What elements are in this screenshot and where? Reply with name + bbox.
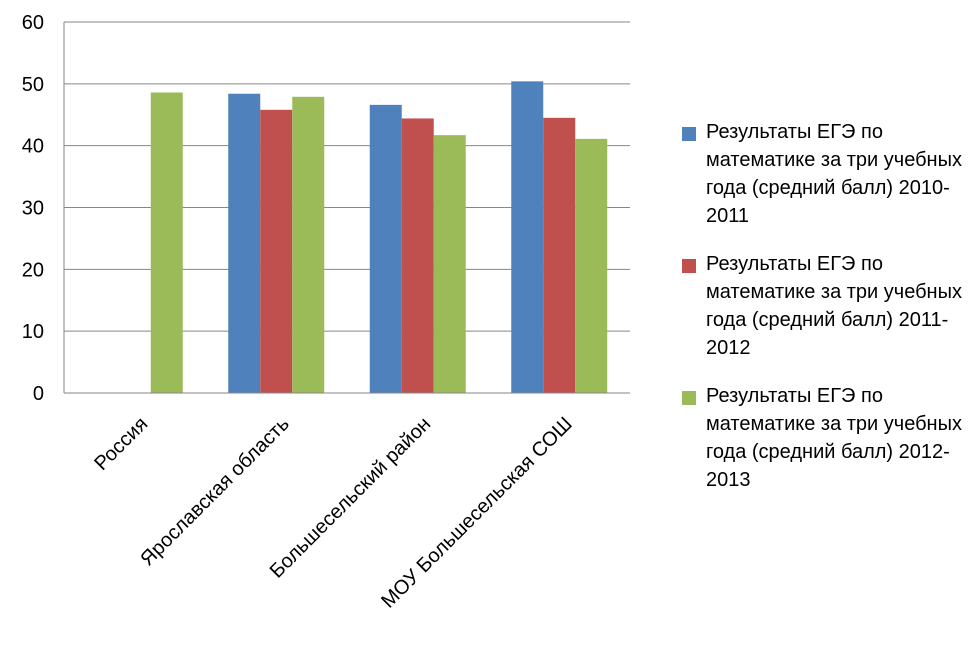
bar-series-3-cat-3 bbox=[433, 135, 466, 393]
axes bbox=[63, 22, 630, 394]
x-category-label-3: Большесельский район bbox=[266, 413, 436, 583]
bar-series-3-cat-2 bbox=[292, 96, 325, 394]
legend-item-series-3: Результаты ЕГЭ по математике за три учеб… bbox=[682, 382, 974, 494]
y-tick-label-50: 50 bbox=[22, 74, 44, 96]
x-category-label-2: Ярославская область bbox=[136, 413, 293, 570]
bar-series-2-cat-3 bbox=[401, 118, 434, 394]
legend-item-series-1: Результаты ЕГЭ по математике за три учеб… bbox=[682, 118, 974, 230]
bar-series-1-cat-3 bbox=[369, 104, 402, 394]
x-category-label-1: Россия bbox=[90, 413, 152, 475]
y-tick-label-60: 60 bbox=[22, 12, 44, 34]
legend-item-series-2: Результаты ЕГЭ по математике за три учеб… bbox=[682, 250, 974, 362]
bar-series-2-cat-2 bbox=[260, 109, 293, 393]
y-tick-label-20: 20 bbox=[22, 259, 44, 281]
y-axis-tick-labels: 0 10 20 30 40 50 60 bbox=[22, 12, 44, 405]
legend: Результаты ЕГЭ по математике за три учеб… bbox=[682, 118, 974, 514]
legend-swatch-series-2 bbox=[682, 259, 696, 273]
bar-series-2-cat-4 bbox=[543, 117, 576, 393]
legend-label-series-1: Результаты ЕГЭ по математике за три учеб… bbox=[706, 121, 962, 227]
legend-swatch-series-1 bbox=[682, 127, 696, 141]
legend-label-series-2: Результаты ЕГЭ по математике за три учеб… bbox=[706, 253, 962, 359]
y-tick-label-0: 0 bbox=[33, 383, 44, 405]
y-tick-label-10: 10 bbox=[22, 321, 44, 343]
legend-label-series-3: Результаты ЕГЭ по математике за три учеб… bbox=[706, 385, 962, 491]
bar-series-1-cat-2 bbox=[228, 93, 261, 393]
y-tick-label-30: 30 bbox=[22, 198, 44, 220]
bar-series-3-cat-4 bbox=[575, 138, 608, 393]
bar-series-3-cat-1 bbox=[150, 92, 183, 394]
y-tick-label-40: 40 bbox=[22, 136, 44, 158]
bars bbox=[150, 81, 608, 394]
legend-swatch-series-3 bbox=[682, 391, 696, 405]
bar-series-1-cat-4 bbox=[511, 81, 544, 394]
